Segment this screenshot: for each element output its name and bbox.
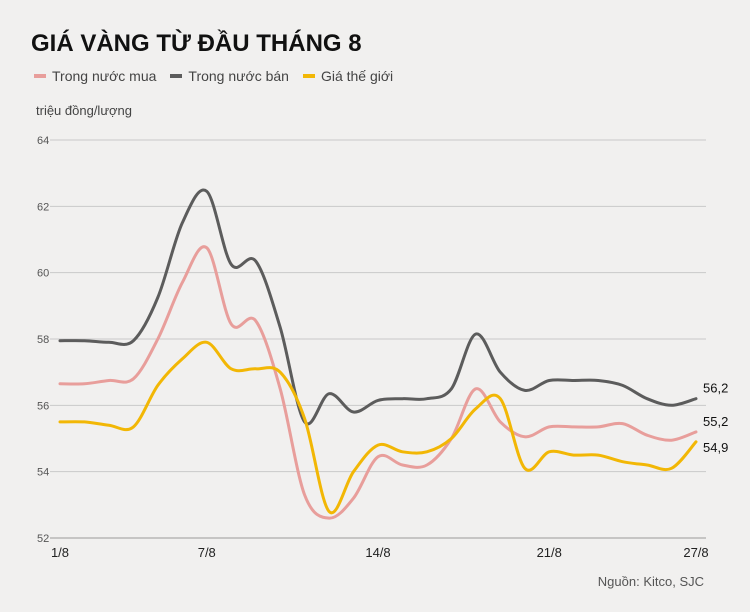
y-axis-ticks: 52 54 56 58 60 62 64 [37,135,49,545]
x-tick-label-7/8: 7/8 [198,545,216,560]
series-line-buy [58,245,698,520]
legend-item-sell: Trong nước bán [170,68,289,84]
x-tick-label-14/8: 14/8 [365,545,390,560]
x-axis-ticks: 1/8 7/8 14/8 21/8 27/8 [51,545,709,560]
y-tick-label-62: 62 [37,201,49,213]
source-note: Nguồn: Kitco, SJC [597,574,704,589]
end-label-world: 54,9 [703,440,728,455]
legend-swatch-world [302,74,315,78]
end-label-buy: 55,2 [703,414,728,429]
legend-item-world: Giá thế giới [302,68,394,84]
y-tick-label-58: 58 [37,334,49,346]
legend-swatch-buy [34,74,46,78]
x-tick-label-1/8: 1/8 [51,545,69,560]
x-tick-label-27/8: 27/8 [683,545,708,560]
legend-swatch-sell [170,74,183,78]
legend-label-buy: Trong nước mua [52,68,157,84]
y-tick-label-60: 60 [37,268,49,280]
series-line-world [58,340,698,515]
series-line-sell [58,188,698,426]
series-lines [58,188,698,520]
y-tick-label-52: 52 [37,533,49,545]
x-tick-label-21/8: 21/8 [537,545,562,560]
end-value-labels: 55,2 56,2 54,9 [703,381,728,455]
gridlines [50,139,706,539]
y-tick-label-54: 54 [37,467,49,479]
chart-title: GIÁ VÀNG TỪ ĐẦU THÁNG 8 [31,30,362,57]
legend-label-sell: Trong nước bán [188,68,289,84]
legend-item-buy: Trong nước mua [34,68,156,84]
y-tick-label-64: 64 [37,135,49,147]
y-axis-unit-label: triệu đồng/lượng [36,103,133,118]
y-tick-label-56: 56 [37,400,49,412]
chart-legend: Trong nước mua Trong nước bán Giá thế gi… [34,68,393,84]
end-label-sell: 56,2 [703,381,728,396]
legend-label-world: Giá thế giới [320,68,394,84]
